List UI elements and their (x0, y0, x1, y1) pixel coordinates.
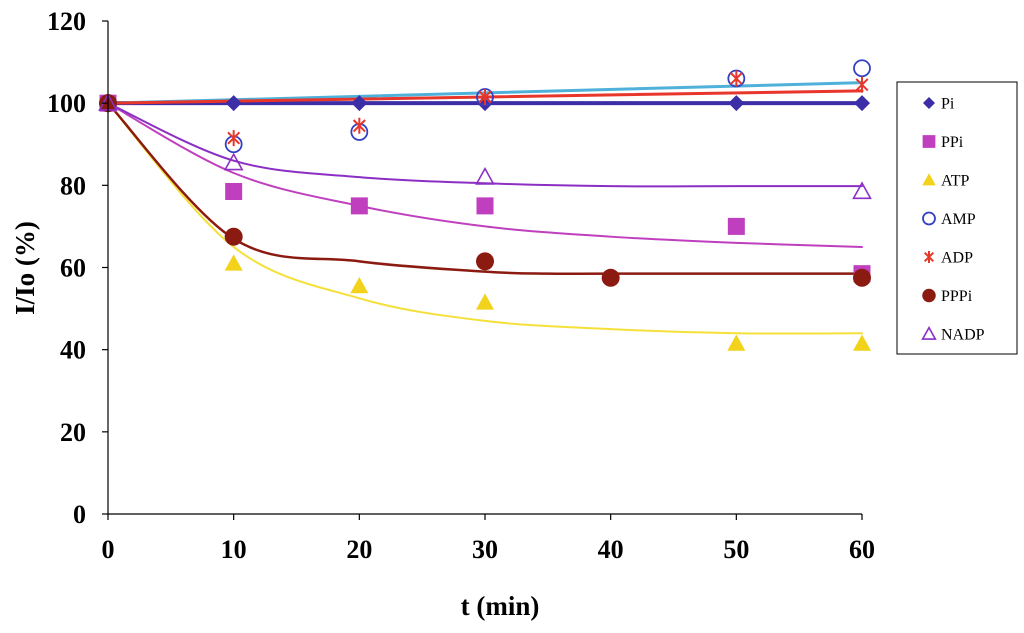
trend-line-pppi (106, 101, 864, 276)
point-pi (351, 95, 368, 112)
legend-box (896, 81, 1018, 355)
point-adp (352, 117, 366, 134)
legend-marker-atp (922, 173, 936, 186)
y-tick-label: 0 (73, 500, 86, 529)
y-ticks: 0 20 40 60 80 100 120 (47, 7, 108, 529)
y-axis-title: I/Io (%) (10, 221, 40, 315)
point-amp (853, 59, 871, 78)
x-tick-label: 60 (849, 535, 875, 564)
x-tick-label: 30 (472, 535, 498, 564)
legend: Pi PPi ATP AMP ADP PPPi NADP (896, 81, 1018, 355)
x-ticks: 0 10 20 30 40 50 60 (102, 514, 875, 564)
legend-marker-ppi (922, 135, 936, 148)
x-tick-label: 40 (598, 535, 624, 564)
legend-label-nadp: NADP (941, 327, 985, 344)
x-tick-label: 10 (221, 535, 247, 564)
legend-label-adp: ADP (941, 250, 973, 267)
point-adp (729, 70, 743, 87)
point-ppi (350, 197, 368, 215)
point-atp (350, 276, 369, 294)
trend-line-ppi (107, 102, 863, 248)
y-tick-label: 60 (60, 254, 86, 283)
x-tick-label: 50 (723, 535, 749, 564)
y-tick-label: 20 (60, 418, 86, 447)
point-pi (728, 95, 745, 112)
legend-marker-adp (923, 251, 935, 263)
point-nadp (852, 181, 872, 200)
legend-label-atp: ATP (941, 173, 970, 190)
point-pppi (853, 268, 871, 287)
x-tick-label: 20 (346, 535, 372, 564)
point-nadp (223, 152, 244, 171)
trend-line-nadp (107, 102, 863, 188)
point-adp (855, 76, 869, 93)
data-markers (98, 59, 872, 351)
legend-marker-pppi (922, 288, 936, 303)
point-atp (224, 254, 243, 271)
legend-label-pi: Pi (941, 96, 955, 113)
point-ppi (476, 197, 494, 215)
legend-label-pppi: PPPi (941, 288, 973, 305)
point-atp (476, 293, 494, 310)
legend-items: Pi PPi ATP AMP ADP PPPi NADP (921, 96, 985, 344)
point-adp (478, 89, 492, 106)
point-ppi (727, 217, 745, 235)
point-atp (727, 334, 746, 351)
legend-marker-pi (923, 97, 935, 109)
x-axis-title: t (min) (461, 591, 540, 621)
y-tick-label: 120 (47, 7, 86, 36)
point-nadp (475, 166, 495, 185)
legend-marker-nadp (921, 325, 937, 340)
x-tick-label: 0 (102, 535, 115, 564)
legend-label-ppi: PPi (941, 134, 964, 151)
y-tick-label: 80 (60, 171, 86, 200)
point-adp (227, 130, 241, 147)
point-pppi (601, 268, 620, 287)
point-pi (225, 95, 242, 112)
legend-marker-amp (922, 211, 936, 226)
point-atp (853, 334, 871, 351)
y-tick-label: 100 (47, 89, 86, 118)
y-tick-label: 40 (60, 336, 86, 365)
point-ppi (225, 182, 243, 200)
point-pppi (476, 252, 494, 271)
point-pi (854, 95, 870, 112)
point-pppi (224, 227, 243, 246)
axes: 0 20 40 60 80 100 120 0 10 20 30 40 50 60 (47, 7, 875, 564)
legend-label-amp: AMP (941, 211, 976, 228)
